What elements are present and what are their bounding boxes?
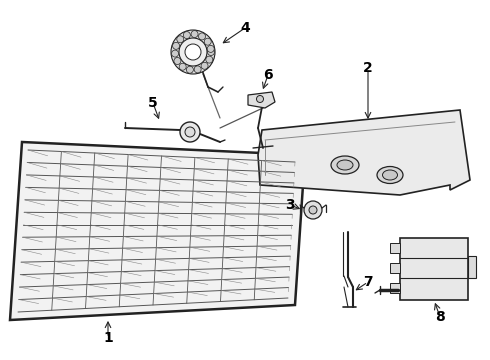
Circle shape xyxy=(172,50,178,57)
Bar xyxy=(468,256,476,278)
Bar xyxy=(390,263,400,273)
Circle shape xyxy=(256,95,264,103)
Polygon shape xyxy=(10,142,305,320)
Circle shape xyxy=(174,58,181,64)
Circle shape xyxy=(198,33,205,40)
Circle shape xyxy=(185,44,201,60)
Ellipse shape xyxy=(331,156,359,174)
Circle shape xyxy=(186,66,194,73)
Text: 6: 6 xyxy=(263,68,273,82)
Circle shape xyxy=(191,31,198,37)
Circle shape xyxy=(183,32,190,39)
Text: 1: 1 xyxy=(103,331,113,345)
Circle shape xyxy=(194,66,201,73)
Ellipse shape xyxy=(383,170,397,180)
Circle shape xyxy=(177,36,184,43)
Polygon shape xyxy=(258,110,470,195)
Circle shape xyxy=(185,127,195,137)
Text: 5: 5 xyxy=(148,96,158,110)
Circle shape xyxy=(179,38,207,66)
Text: 7: 7 xyxy=(363,275,373,289)
Bar xyxy=(400,238,468,300)
Circle shape xyxy=(172,42,180,49)
Bar xyxy=(390,243,400,253)
Circle shape xyxy=(206,56,213,63)
Ellipse shape xyxy=(377,166,403,184)
Text: 4: 4 xyxy=(240,21,250,35)
Circle shape xyxy=(309,206,317,214)
Ellipse shape xyxy=(337,160,353,170)
Circle shape xyxy=(171,30,215,74)
Circle shape xyxy=(207,45,214,52)
Circle shape xyxy=(304,201,322,219)
Bar xyxy=(390,283,400,293)
Circle shape xyxy=(207,49,215,55)
Circle shape xyxy=(179,63,186,70)
Text: 8: 8 xyxy=(435,310,445,324)
Text: 3: 3 xyxy=(285,198,295,212)
Polygon shape xyxy=(248,92,275,108)
Circle shape xyxy=(204,38,211,45)
Circle shape xyxy=(180,122,200,142)
Circle shape xyxy=(201,62,208,69)
Text: 2: 2 xyxy=(363,61,373,75)
